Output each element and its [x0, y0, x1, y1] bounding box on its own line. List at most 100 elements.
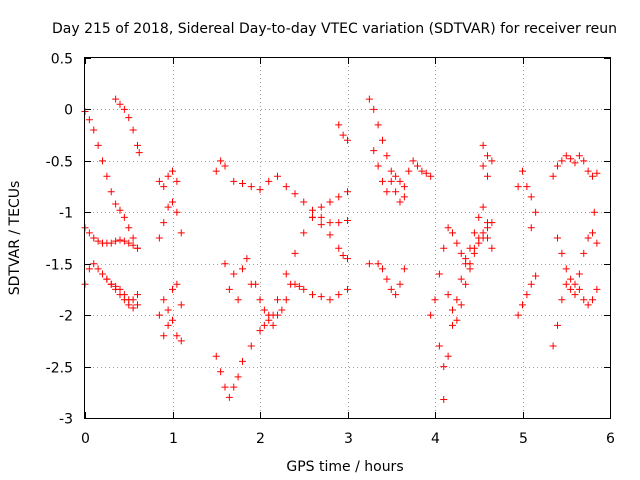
data-point [295, 282, 303, 290]
data-point [457, 249, 465, 257]
data-point [374, 260, 382, 268]
data-point [160, 296, 168, 304]
data-point [527, 224, 535, 232]
data-point [562, 265, 570, 273]
data-point [335, 193, 343, 201]
series-track-q [444, 141, 496, 324]
data-point [479, 203, 487, 211]
data-point [269, 311, 277, 319]
data-point [444, 291, 452, 299]
data-point [173, 208, 181, 216]
data-point [90, 126, 98, 134]
data-point [225, 285, 233, 293]
series-track-o [427, 203, 491, 319]
data-point [169, 285, 176, 293]
data-point [571, 291, 579, 299]
data-point [571, 159, 579, 167]
data-point [125, 114, 133, 122]
data-point [470, 244, 478, 252]
data-point [225, 393, 233, 401]
data-point [155, 177, 163, 185]
y-tick-label: -1.5 [46, 258, 73, 274]
data-point [120, 213, 128, 221]
data-point [160, 332, 168, 340]
data-point [120, 105, 128, 113]
data-point [335, 244, 343, 252]
data-point [125, 224, 133, 232]
data-point [532, 272, 540, 280]
data-point [584, 234, 592, 242]
data-point [309, 291, 316, 299]
data-point [558, 157, 566, 165]
data-point [239, 265, 246, 273]
x-tick-labels: 0 1 2 3 4 5 6 [81, 431, 615, 447]
data-point [300, 198, 308, 206]
data-point [554, 234, 561, 242]
data-point [344, 255, 351, 263]
data-point [479, 141, 487, 149]
data-point [449, 306, 456, 314]
axis-ticks [85, 58, 611, 419]
data-point [265, 177, 273, 185]
data-point [409, 157, 417, 165]
data-point [344, 188, 351, 196]
data-point [370, 105, 378, 113]
data-point [339, 131, 347, 139]
data-point [221, 162, 229, 170]
data-point [575, 152, 583, 160]
data-point [370, 147, 378, 155]
data-point [435, 270, 443, 278]
data-point [396, 280, 404, 288]
data-point [90, 260, 98, 268]
series-track-l [309, 121, 351, 263]
y-tick-label: 0 [64, 103, 73, 119]
data-point [291, 190, 299, 198]
series-track-s [549, 152, 601, 180]
data-point [519, 167, 526, 175]
data-point [444, 352, 452, 360]
data-point [221, 260, 229, 268]
data-point [584, 301, 592, 309]
data-point [418, 167, 426, 175]
data-point [326, 219, 334, 227]
data-point [392, 172, 400, 180]
data-point [589, 296, 596, 304]
data-point [335, 121, 343, 129]
x-tick-label: 6 [606, 431, 615, 447]
data-point [160, 219, 168, 227]
data-point [453, 296, 461, 304]
x-tick-label: 5 [519, 431, 528, 447]
y-tick-label: -3 [59, 412, 73, 428]
data-point [335, 219, 343, 227]
data-point [265, 316, 273, 324]
data-point [230, 177, 238, 185]
data-point [580, 157, 588, 165]
data-point [112, 200, 120, 208]
data-point [414, 162, 421, 170]
data-point [379, 136, 386, 144]
data-point [444, 224, 452, 232]
data-point [129, 126, 137, 134]
data-point [562, 152, 570, 160]
series-track-d [112, 95, 143, 157]
data-point [567, 275, 575, 283]
data-point [129, 296, 137, 304]
data-point [427, 311, 435, 319]
data-point [365, 260, 373, 268]
data-point [466, 260, 474, 268]
data-point [462, 280, 470, 288]
data-point [484, 224, 491, 232]
data-point [120, 237, 128, 245]
data-point [344, 285, 351, 293]
data-point [488, 219, 496, 227]
data-point [593, 169, 601, 177]
data-point [169, 198, 176, 206]
data-point [278, 306, 286, 314]
data-point [243, 255, 251, 263]
data-point [514, 311, 522, 319]
data-point [326, 231, 334, 239]
data-point [374, 162, 382, 170]
data-point [317, 203, 325, 211]
data-point [287, 280, 295, 288]
